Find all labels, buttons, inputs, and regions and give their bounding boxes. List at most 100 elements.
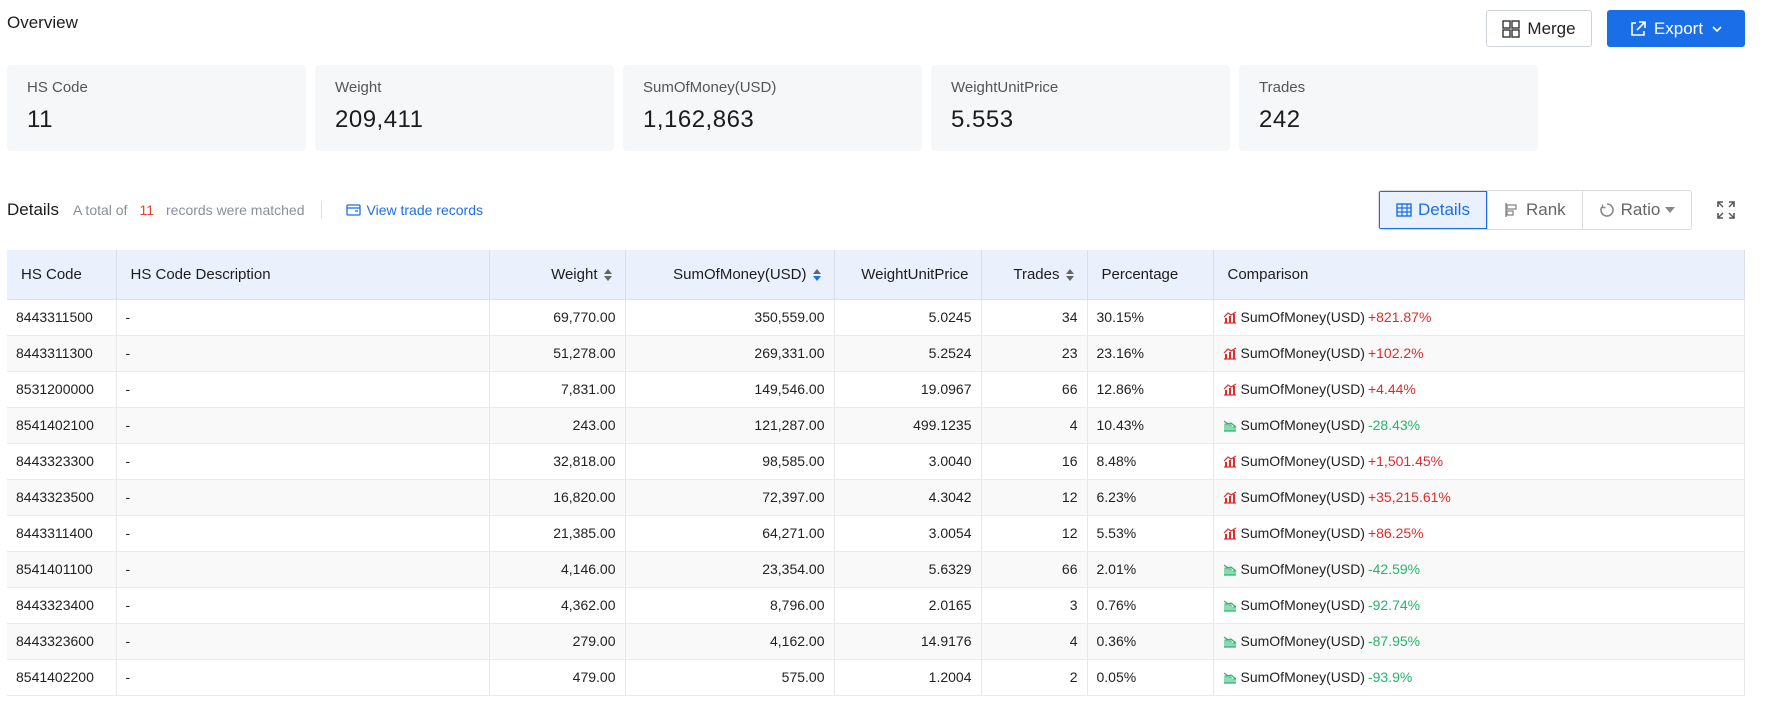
trend-down-icon — [1223, 636, 1236, 648]
card-weight-unit-price: WeightUnitPrice 5.553 — [931, 65, 1230, 151]
cell-percentage: 0.05% — [1087, 659, 1214, 696]
cell-comparison: SumOfMoney(USD) -87.95% — [1213, 623, 1745, 660]
export-button[interactable]: Export — [1607, 10, 1745, 47]
cell-weight: 279.00 — [489, 623, 626, 660]
view-option-rank[interactable]: Rank — [1486, 191, 1582, 229]
trend-up-icon — [1223, 454, 1236, 468]
cell-sum-of-money: 575.00 — [625, 659, 835, 696]
comparison-label: SumOfMoney(USD) — [1240, 669, 1365, 685]
trend-up-icon — [1223, 382, 1236, 396]
column-header-sum-of-money[interactable]: SumOfMoney(USD) — [625, 250, 835, 300]
export-label: Export — [1653, 18, 1704, 38]
cell-hs-code: 8443323400 — [7, 587, 117, 624]
comparison-label: SumOfMoney(USD) — [1240, 417, 1365, 433]
divider — [320, 201, 322, 219]
cell-sum-of-money: 149,546.00 — [625, 371, 835, 408]
cell-trades: 66 — [981, 551, 1088, 588]
view-toggle: Details Rank Ratio — [1378, 190, 1693, 230]
comparison-label: SumOfMoney(USD) — [1240, 345, 1365, 361]
matched-summary: A total of 11 records were matched — [73, 202, 305, 218]
cell-description: - — [116, 479, 490, 516]
cell-sum-of-money: 121,287.00 — [625, 407, 835, 444]
column-header-weight[interactable]: Weight — [489, 250, 626, 300]
details-bar: Details A total of 11 records were matched… — [7, 198, 483, 222]
fullscreen-button[interactable] — [1716, 200, 1736, 225]
cell-percentage: 6.23% — [1087, 479, 1214, 516]
cell-sum-of-money: 64,271.00 — [625, 515, 835, 552]
trend-up-icon — [1223, 526, 1236, 540]
cell-weight-unit-price: 5.6329 — [834, 551, 982, 588]
matched-suffix: records were matched — [166, 202, 305, 218]
comparison-label: SumOfMoney(USD) — [1240, 309, 1365, 325]
cell-hs-code: 8531200000 — [7, 371, 117, 408]
comparison-value: +102.2% — [1367, 345, 1424, 361]
view-option-ratio[interactable]: Ratio — [1581, 191, 1692, 229]
cell-hs-code: 8443323600 — [7, 623, 117, 660]
cell-percentage: 5.53% — [1087, 515, 1214, 552]
comparison-label: SumOfMoney(USD) — [1240, 453, 1365, 469]
view-option-label: Ratio — [1620, 200, 1661, 219]
summary-cards: HS Code 11 Weight 209,411 SumOfMoney(USD… — [7, 65, 1538, 151]
table-row[interactable]: 8443311400-21,385.00 64,271.00 3.0054 12 5.5… — [7, 515, 1745, 552]
comparison-label: SumOfMoney(USD) — [1240, 561, 1365, 577]
table-row[interactable]: 8443323300-32,818.00 98,585.00 3.0040 16 8.4… — [7, 443, 1745, 480]
card-value: 1,162,863 — [643, 106, 755, 133]
card-value: 209,411 — [335, 106, 424, 133]
sort-icon — [1065, 268, 1074, 281]
column-header-percentage: Percentage — [1087, 250, 1214, 300]
cell-weight: 16,820.00 — [489, 479, 626, 516]
cell-hs-code: 8443311500 — [7, 299, 117, 336]
cell-weight: 7,831.00 — [489, 371, 626, 408]
cell-weight-unit-price: 5.0245 — [834, 299, 982, 336]
cell-comparison: SumOfMoney(USD) +1,501.45% — [1213, 443, 1745, 480]
cell-trades: 16 — [981, 443, 1088, 480]
cell-percentage: 2.01% — [1087, 551, 1214, 588]
cell-weight-unit-price: 14.9176 — [834, 623, 982, 660]
card-trades: Trades 242 — [1239, 65, 1538, 151]
table-row[interactable]: 8531200000-7,831.00 149,546.00 19.0967 66 12… — [7, 371, 1745, 408]
cell-comparison: SumOfMoney(USD) +102.2% — [1213, 335, 1745, 372]
records-icon — [345, 204, 361, 216]
view-option-label: Rank — [1525, 200, 1566, 219]
comparison-value: +1,501.45% — [1367, 453, 1444, 469]
comparison-label: SumOfMoney(USD) — [1240, 633, 1365, 649]
table-row[interactable]: 8443311300-51,278.00 269,331.00 5.2524 23 23… — [7, 335, 1745, 372]
table-row[interactable]: 8443323400-4,362.00 8,796.00 2.0165 3 0.76% S… — [7, 587, 1745, 624]
table-row[interactable]: 8541402200-479.00 575.00 1.2004 2 0.05% SumOf… — [7, 659, 1745, 696]
cell-percentage: 23.16% — [1087, 335, 1214, 372]
view-trade-records-label: View trade records — [366, 202, 483, 218]
view-option-details[interactable]: Details — [1379, 191, 1487, 229]
cell-sum-of-money: 72,397.00 — [625, 479, 835, 516]
cell-sum-of-money: 98,585.00 — [625, 443, 835, 480]
cell-percentage: 10.43% — [1087, 407, 1214, 444]
cell-comparison: SumOfMoney(USD) +86.25% — [1213, 515, 1745, 552]
card-label: HS Code — [27, 79, 88, 96]
table-row[interactable]: 8541401100-4,146.00 23,354.00 5.6329 66 2.01… — [7, 551, 1745, 588]
cell-percentage: 30.15% — [1087, 299, 1214, 336]
cell-weight-unit-price: 19.0967 — [834, 371, 982, 408]
merge-button[interactable]: Merge — [1486, 10, 1592, 47]
cell-comparison: SumOfMoney(USD) -93.9% — [1213, 659, 1745, 696]
cell-trades: 66 — [981, 371, 1088, 408]
column-header-trades[interactable]: Trades — [981, 250, 1088, 300]
cell-trades: 4 — [981, 407, 1088, 444]
table-row[interactable]: 8443323500-16,820.00 72,397.00 4.3042 12 6.2… — [7, 479, 1745, 516]
table-row[interactable]: 8541402100-243.00 121,287.00 499.1235 4 10.4… — [7, 407, 1745, 444]
cell-weight-unit-price: 3.0040 — [834, 443, 982, 480]
ratio-icon — [1599, 203, 1614, 217]
view-trade-records-link[interactable]: View trade records — [345, 202, 483, 218]
comparison-value: -28.43% — [1367, 417, 1421, 433]
column-header-comparison: Comparison — [1213, 250, 1745, 300]
cell-weight: 243.00 — [489, 407, 626, 444]
cell-trades: 12 — [981, 479, 1088, 516]
comparison-label: SumOfMoney(USD) — [1240, 489, 1365, 505]
table-row[interactable]: 8443323600-279.00 4,162.00 14.9176 4 0.36% Su… — [7, 623, 1745, 660]
card-weight: Weight 209,411 — [315, 65, 614, 151]
cell-hs-code: 8443311400 — [7, 515, 117, 552]
table-row[interactable]: 8443311500-69,770.00 350,559.00 5.0245 34 30… — [7, 299, 1745, 336]
cell-trades: 12 — [981, 515, 1088, 552]
export-icon — [1631, 20, 1646, 36]
card-sum-of-money: SumOfMoney(USD) 1,162,863 — [623, 65, 922, 151]
cell-description: - — [116, 299, 490, 336]
cell-hs-code: 8443311300 — [7, 335, 117, 372]
